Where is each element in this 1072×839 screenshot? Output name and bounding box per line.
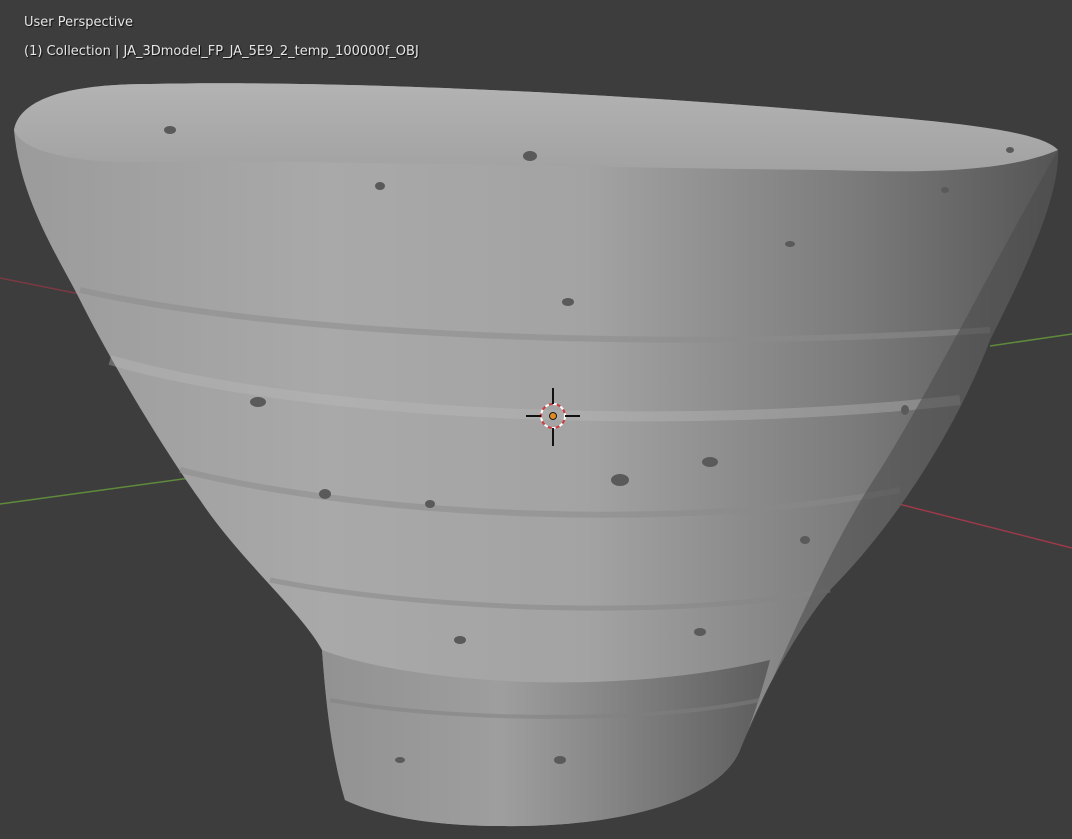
3d-cursor-icon[interactable] (526, 388, 580, 446)
view-name-label: User Perspective (24, 15, 134, 30)
model-body (14, 83, 1059, 827)
model-ridge-4 (269, 577, 831, 611)
model-rim (14, 83, 1058, 172)
model-ridge-3 (179, 467, 901, 518)
model-ridge-5 (329, 698, 761, 719)
object-origin-icon (549, 412, 557, 420)
model-shadow (740, 150, 1059, 750)
collection-info-label: (1) Collection | JA_3Dmodel_FP_JA_5E9_2_… (24, 44, 419, 59)
y-axis-line-left (0, 477, 191, 505)
y-axis-line-right (989, 333, 1072, 347)
model-stem (322, 650, 770, 827)
model-ridge-1 (79, 287, 991, 343)
model-ridge-2 (108, 355, 961, 422)
mesh-object[interactable] (14, 83, 1059, 827)
model-surface-pits (164, 126, 1014, 764)
